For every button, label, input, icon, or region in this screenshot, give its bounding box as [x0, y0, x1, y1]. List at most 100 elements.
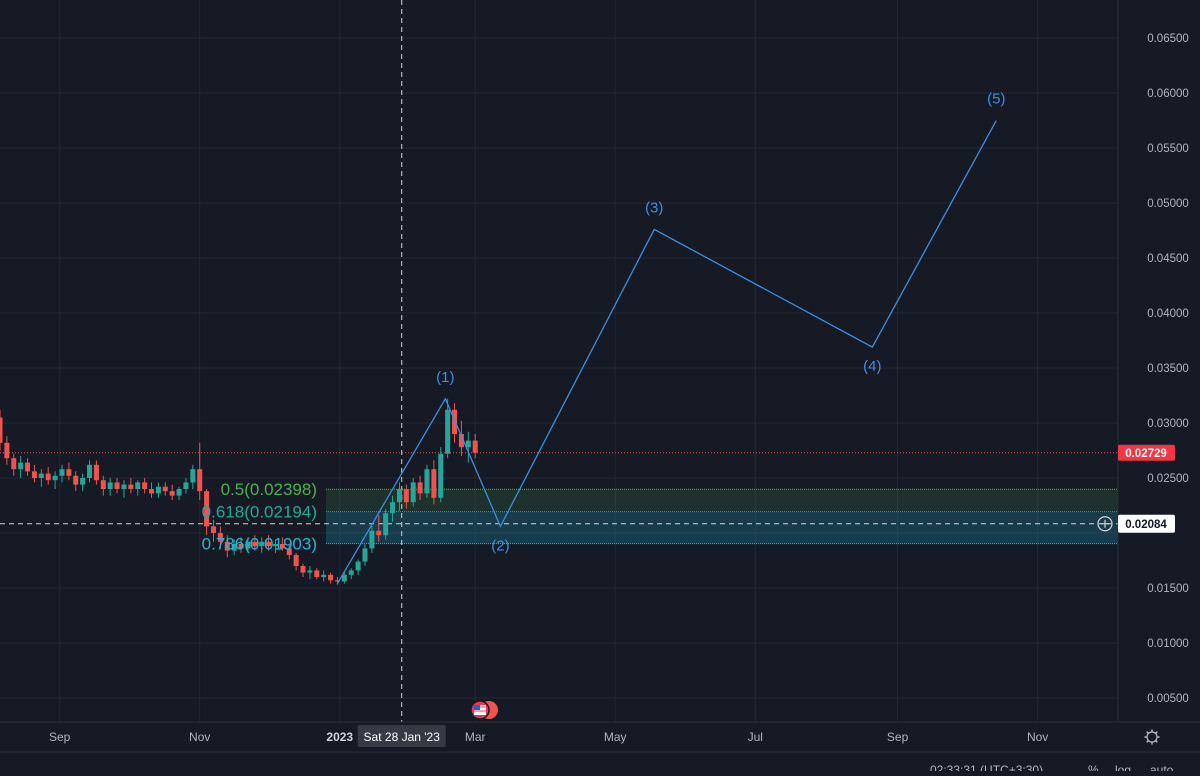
- candle[interactable]: [73, 471, 79, 492]
- candle[interactable]: [52, 471, 58, 489]
- price-tick-label: 0.04000: [1147, 308, 1189, 320]
- candle[interactable]: [348, 568, 354, 580]
- candle[interactable]: [362, 544, 368, 566]
- fib-retracement-zone[interactable]: [326, 488, 1118, 545]
- candle-body: [321, 574, 327, 577]
- candle[interactable]: [417, 475, 423, 500]
- candle[interactable]: [197, 442, 203, 500]
- us-flag-icon[interactable]: [470, 700, 498, 720]
- economic-events[interactable]: [470, 700, 498, 720]
- candle[interactable]: [66, 462, 72, 481]
- candle[interactable]: [438, 447, 444, 503]
- fib-level-label: 0.786(0.01903): [202, 535, 317, 554]
- candle[interactable]: [252, 535, 258, 551]
- candle-body: [245, 541, 251, 549]
- candle[interactable]: [217, 526, 223, 549]
- candle-body: [149, 489, 155, 494]
- candle[interactable]: [87, 460, 93, 483]
- candle[interactable]: [410, 478, 416, 507]
- candle[interactable]: [259, 537, 265, 553]
- candle[interactable]: [245, 537, 251, 553]
- gear-tooth: [1146, 731, 1150, 735]
- log-toggle[interactable]: log: [1115, 763, 1131, 776]
- candle[interactable]: [18, 456, 24, 478]
- candle-body: [80, 478, 86, 485]
- plus-circle-icon[interactable]: [1097, 516, 1113, 532]
- percent-toggle[interactable]: %: [1088, 763, 1099, 776]
- candle[interactable]: [465, 431, 471, 463]
- auto-toggle[interactable]: auto: [1150, 763, 1174, 776]
- candle[interactable]: [45, 467, 51, 485]
- candle[interactable]: [472, 434, 478, 459]
- candle[interactable]: [403, 484, 409, 509]
- candle[interactable]: [286, 544, 292, 560]
- candle[interactable]: [452, 403, 458, 443]
- candle[interactable]: [390, 495, 396, 522]
- candle[interactable]: [31, 464, 37, 483]
- candle[interactable]: [445, 398, 451, 459]
- gear-icon[interactable]: [1144, 729, 1160, 745]
- candle[interactable]: [266, 535, 272, 551]
- candle[interactable]: [314, 568, 320, 580]
- candle[interactable]: [355, 559, 361, 575]
- candle[interactable]: [114, 478, 120, 494]
- candle[interactable]: [176, 486, 182, 500]
- candle[interactable]: [93, 460, 99, 485]
- candle[interactable]: [162, 482, 168, 496]
- candle[interactable]: [100, 475, 106, 496]
- candle[interactable]: [272, 539, 278, 553]
- candle[interactable]: [135, 480, 141, 496]
- candle-body: [458, 434, 464, 448]
- candle[interactable]: [376, 515, 382, 542]
- candle-body: [155, 486, 161, 494]
- candle[interactable]: [396, 482, 402, 511]
- candle[interactable]: [458, 420, 464, 456]
- candle[interactable]: [25, 458, 31, 476]
- candle[interactable]: [369, 526, 375, 553]
- candle-body: [396, 489, 402, 503]
- time-tick-label: Sep: [887, 730, 909, 744]
- candle[interactable]: [38, 469, 44, 487]
- candle[interactable]: [341, 572, 347, 584]
- candle[interactable]: [307, 566, 313, 580]
- candle[interactable]: [169, 484, 175, 500]
- candle[interactable]: [279, 537, 285, 551]
- candle[interactable]: [121, 480, 127, 498]
- candle[interactable]: [238, 537, 244, 553]
- candle[interactable]: [204, 489, 210, 536]
- candle-body: [73, 475, 79, 485]
- candle[interactable]: [328, 572, 334, 584]
- candle[interactable]: [224, 535, 230, 558]
- candle[interactable]: [293, 552, 299, 571]
- gear-tooth: [1154, 739, 1158, 743]
- elliott-wave-projection[interactable]: (1) (2) (3) (4) (5): [336, 91, 1005, 584]
- candle[interactable]: [107, 478, 113, 496]
- crosshair-price-label: 0.02084: [1125, 519, 1167, 531]
- candle[interactable]: [4, 436, 10, 465]
- candle[interactable]: [383, 508, 389, 540]
- candle[interactable]: [300, 563, 306, 577]
- candle[interactable]: [210, 519, 216, 542]
- candle[interactable]: [11, 453, 17, 476]
- candle[interactable]: [149, 482, 155, 498]
- candle[interactable]: [431, 460, 437, 505]
- candle[interactable]: [321, 570, 327, 582]
- candle[interactable]: [0, 409, 3, 451]
- candle[interactable]: [155, 482, 161, 498]
- candle[interactable]: [59, 464, 65, 483]
- candle-body: [31, 471, 37, 478]
- candlestick-series[interactable]: [0, 398, 478, 585]
- candle-body: [66, 469, 72, 476]
- candle[interactable]: [80, 473, 86, 492]
- candle[interactable]: [424, 464, 430, 498]
- candle[interactable]: [183, 478, 189, 494]
- candle-body: [162, 486, 168, 492]
- candle[interactable]: [128, 478, 134, 494]
- candle[interactable]: [231, 539, 237, 555]
- candle[interactable]: [142, 478, 148, 494]
- candle-body: [217, 533, 223, 542]
- candle[interactable]: [190, 464, 196, 489]
- wave-path[interactable]: [336, 120, 997, 584]
